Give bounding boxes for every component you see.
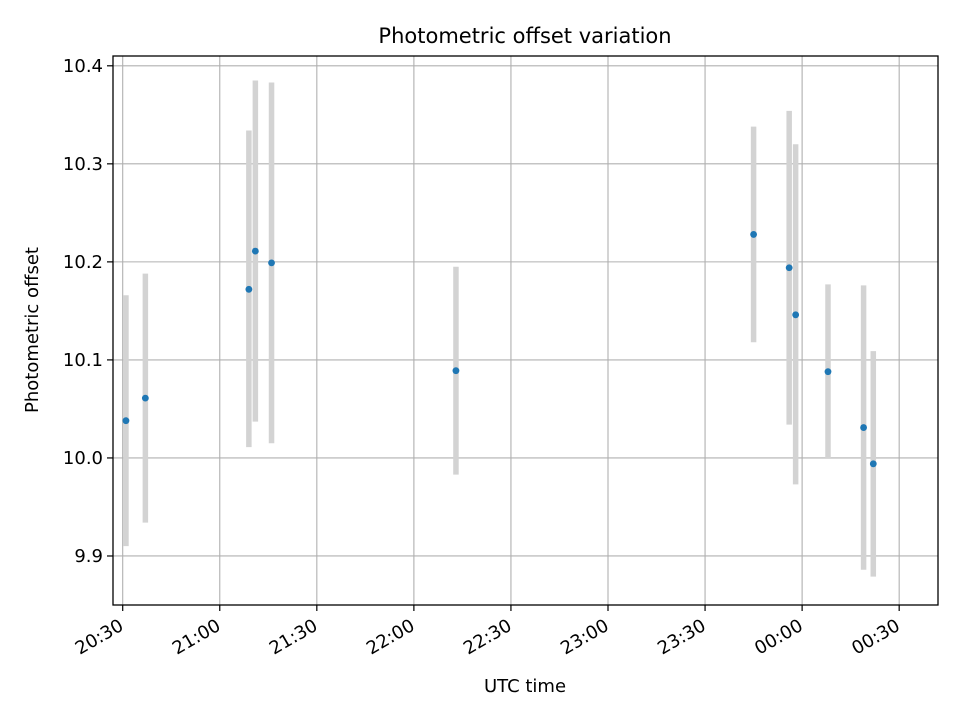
data-point — [245, 285, 253, 293]
y-tick-label: 10.1 — [63, 350, 103, 371]
data-point — [122, 417, 130, 425]
y-tick-label: 10.4 — [63, 56, 103, 77]
y-tick-label: 10.2 — [63, 252, 103, 273]
plot-frame — [112, 55, 939, 606]
data-point — [452, 367, 460, 375]
data-point — [869, 460, 877, 468]
data-points — [122, 231, 877, 468]
y-tick-label: 9.9 — [74, 546, 103, 567]
x-tick-label: 22:30 — [460, 615, 515, 659]
data-point — [268, 259, 275, 267]
data-point — [824, 368, 832, 376]
error-bars — [123, 80, 877, 577]
data-point — [750, 231, 757, 238]
data-point — [785, 264, 793, 272]
axis-ticks: 20:30 21:00 21:30 22:00 22:30 23:00 23:30 00:00… — [63, 56, 904, 659]
y-axis-title: Photometric offset — [22, 247, 43, 413]
x-tick-label: 20:30 — [72, 615, 127, 659]
x-tick-label: 00:00 — [751, 615, 806, 659]
x-tick-label: 23:00 — [557, 615, 612, 659]
x-tick-label: 22:00 — [363, 615, 418, 659]
data-point — [792, 311, 800, 319]
data-point — [860, 424, 867, 431]
x-tick-label: 21:30 — [266, 615, 321, 659]
grid — [113, 56, 938, 605]
x-axis-title: UTC time — [484, 676, 566, 697]
data-point — [251, 247, 259, 255]
chart-title: Photometric offset variation — [378, 24, 671, 48]
x-tick-label: 23:30 — [654, 615, 709, 659]
x-tick-label: 21:00 — [169, 615, 224, 659]
y-tick-label: 10.0 — [63, 448, 103, 469]
x-tick-label: 00:30 — [848, 615, 903, 659]
y-tick-label: 10.3 — [63, 154, 103, 175]
data-point — [141, 394, 149, 402]
